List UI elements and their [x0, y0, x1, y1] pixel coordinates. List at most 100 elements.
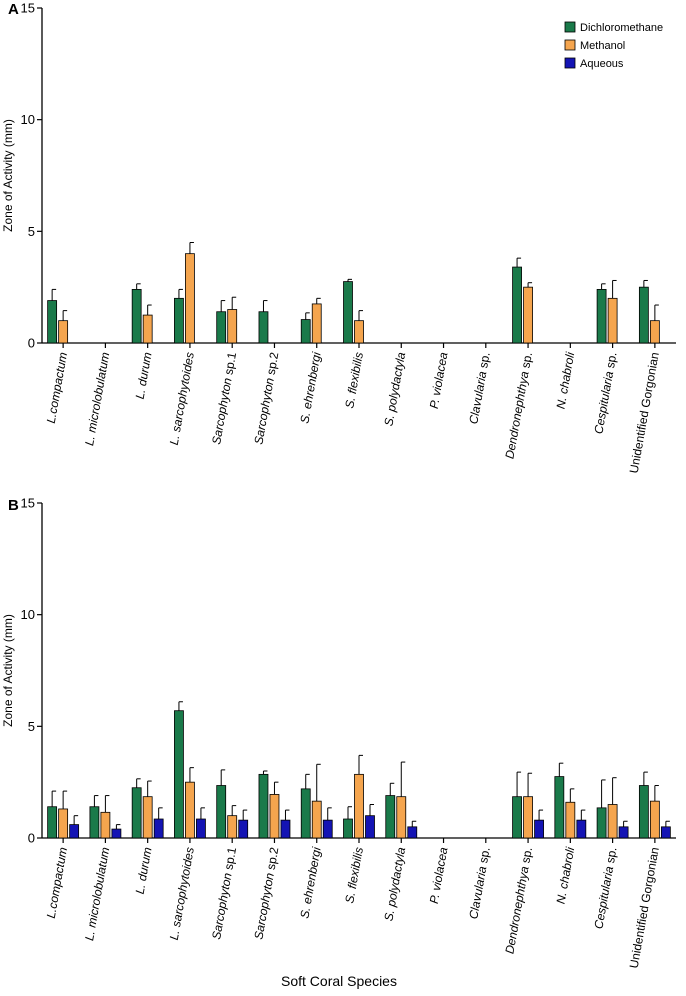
panel-b-bar-aqueous-s-ehrenbergi [322, 819, 333, 839]
panel-a-bar-dichloromethane-unidentified-gorgonian [638, 286, 649, 344]
panel-a-category-label: Sarcophyton sp.2 [251, 351, 281, 446]
panel-a-category-label: Clavularia sp. [466, 351, 492, 425]
panel-a-category-label: Unidentified Gorgonian [627, 351, 662, 474]
panel-a-category-label: Dendronephthya sp. [502, 351, 535, 460]
panel-b-bar-dichloromethane-s-flexibilis [343, 818, 353, 839]
panel-a-bar-dichloromethane-cespitularia-sp [596, 288, 607, 344]
legend-label-aqueous: Aqueous [580, 58, 624, 70]
panel-a-category-label: Sarcophyton sp.1 [209, 351, 239, 446]
panel-b-category-label: L. durum [133, 846, 155, 895]
panel-b-bar-aqueous-sarcophyton-sp-1 [238, 819, 249, 839]
panel-a-bar-dichloromethane-s-flexibilis [343, 281, 353, 344]
panel-a-bar-dichloromethane-l-durum [131, 288, 142, 344]
panel-b-bar-aqueous-dendronephthya-sp [534, 819, 544, 839]
panel-b-bar-aqueous-s-flexibilis [365, 815, 375, 839]
panel-b-bar-methanol-s-flexibilis [354, 773, 364, 839]
panel-b-y-tick-label: 15 [21, 496, 35, 511]
panel-b-bar-dichloromethane-cespitularia-sp [596, 807, 607, 839]
panel-b-bar-aqueous-s-polydactyla [407, 826, 418, 839]
panel-a-bar-methanol-dendronephthya-sp [523, 286, 533, 344]
panel-b-bar-dichloromethane-l-sarcophytoides [174, 710, 184, 839]
panel-b-bar-methanol-n-chabroli [565, 801, 576, 839]
panel-a-bar-dichloromethane-dendronephthya-sp [512, 266, 522, 344]
panel-b-bar-aqueous-n-chabroli [576, 819, 587, 839]
panel-b-bar-methanol-l-compactum [58, 808, 69, 839]
panel-a-y-tick-label: 10 [21, 112, 35, 127]
panel-b-bar-dichloromethane-sarcophyton-sp-1 [216, 785, 227, 839]
panel-b-bar-dichloromethane-sarcophyton-sp-2 [258, 773, 269, 839]
panel-a-bar-methanol-cespitularia-sp [607, 297, 618, 344]
panel-b-category-label: Unidentified Gorgonian [627, 846, 662, 969]
panel-b-bar-methanol-unidentified-gorgonian [649, 800, 660, 839]
panel-b-category-label: S. flexibilis [342, 846, 366, 904]
panel-b-bar-methanol-s-polydactyla [396, 796, 407, 839]
panel-b-bar-aqueous-sarcophyton-sp-2 [280, 819, 291, 839]
panel-b-bar-aqueous-l-microlobulatum [111, 828, 122, 839]
panel-a-category-label: S. flexibilis [342, 351, 366, 409]
legend-label-methanol: Methanol [580, 40, 625, 52]
panel-b-y-tick-label: 10 [21, 607, 35, 622]
panel-a-bar-methanol-unidentified-gorgonian [649, 320, 660, 344]
panel-b-category-label: Cespitularia sp. [591, 846, 619, 930]
panel-b-bar-aqueous-l-compactum [69, 824, 80, 839]
panel-b-bar-methanol-sarcophyton-sp-1 [227, 815, 238, 839]
panel-a-category-label: L. microlobulatum [82, 351, 112, 447]
panel-a-bar-dichloromethane-sarcophyton-sp-2 [258, 311, 269, 344]
legend-swatch-aqueous [564, 57, 576, 69]
panel-b-category-label: N. chabroli [554, 846, 578, 905]
panel-a-category-label: Cespitularia sp. [591, 351, 619, 435]
panel-a-category-label: L. sarcophytoides [167, 351, 197, 446]
panel-a-bar-methanol-s-flexibilis [354, 320, 364, 344]
panel-b-bar-dichloromethane-unidentified-gorgonian [638, 785, 649, 839]
panel-b-category-label: S. polydactyla [381, 846, 408, 922]
panel-a-bar-methanol-sarcophyton-sp-1 [227, 309, 238, 344]
panel-b-category-label: L. sarcophytoides [167, 846, 197, 941]
panel-a-category-label: L.compactum [44, 351, 70, 424]
panel-b-category-label: Sarcophyton sp.2 [251, 846, 281, 941]
panel-b-bar-methanol-sarcophyton-sp-2 [269, 794, 280, 839]
panel-a-bar-dichloromethane-sarcophyton-sp-1 [216, 311, 227, 344]
panel-a-y-tick-label: 15 [21, 1, 35, 16]
panel-b-bar-methanol-cespitularia-sp [607, 804, 618, 839]
panel-a-bar-methanol-l-durum [142, 314, 153, 344]
panel-a-category-label: S. ehrenbergi [297, 351, 323, 425]
panel-b-y-tick-label: 0 [28, 831, 35, 846]
legend-swatch-methanol [564, 39, 576, 51]
panel-b-category-label: Sarcophyton sp.1 [209, 846, 239, 941]
legend-label-dichloromethane: Dichloromethane [580, 22, 663, 34]
panel-b-category-label: S. ehrenbergi [297, 846, 323, 920]
legend-swatch-dichloromethane [564, 21, 576, 33]
panel-a-bar-methanol-l-sarcophytoides [185, 253, 195, 344]
panel-b-bar-dichloromethane-l-compactum [47, 806, 58, 839]
panel-b-category-label: Clavularia sp. [466, 846, 492, 920]
panel-b-bar-dichloromethane-l-microlobulatum [89, 806, 100, 839]
panel-a-category-label: S. polydactyla [381, 351, 408, 427]
panel-b-y-tick-label: 5 [28, 719, 35, 734]
panel-b-bar-dichloromethane-s-polydactyla [385, 795, 396, 839]
panel-b-bar-aqueous-l-sarcophytoides [196, 818, 206, 839]
panel-b-category-label: L. microlobulatum [82, 846, 112, 942]
panel-a-bar-dichloromethane-l-compactum [47, 300, 58, 344]
panel-b-bar-methanol-l-durum [142, 796, 153, 839]
panel-b-bar-aqueous-unidentified-gorgonian [660, 826, 671, 839]
panel-b-y-axis-title: Zone of Activity (mm) [1, 614, 15, 727]
panel-b-bar-dichloromethane-dendronephthya-sp [512, 796, 522, 839]
panel-a-category-label: N. chabroli [554, 351, 578, 410]
panel-a-y-tick-label: 5 [28, 224, 35, 239]
panel-b-category-label: P. violacea [427, 846, 451, 905]
panel-a-bar-dichloromethane-l-sarcophytoides [174, 297, 184, 344]
panel-a-category-label: P. violacea [427, 351, 451, 410]
panel-a-bar-dichloromethane-s-ehrenbergi [300, 319, 311, 344]
panel-b-bar-methanol-l-sarcophytoides [185, 781, 195, 839]
panel-b-bar-methanol-s-ehrenbergi [311, 800, 322, 839]
panel-a-bar-methanol-s-ehrenbergi [311, 303, 322, 344]
panel-b-category-label: Dendronephthya sp. [502, 846, 535, 955]
panel-b-bar-dichloromethane-l-durum [131, 787, 142, 839]
panel-a-y-axis-title: Zone of Activity (mm) [1, 119, 15, 232]
panel-b-label: B [8, 497, 19, 514]
panel-b-bar-aqueous-cespitularia-sp [618, 826, 629, 839]
panel-b-x-axis-title: Soft Coral Species [281, 973, 397, 989]
panel-b-bar-aqueous-l-durum [153, 818, 164, 839]
panel-b-bar-methanol-l-microlobulatum [100, 811, 111, 839]
